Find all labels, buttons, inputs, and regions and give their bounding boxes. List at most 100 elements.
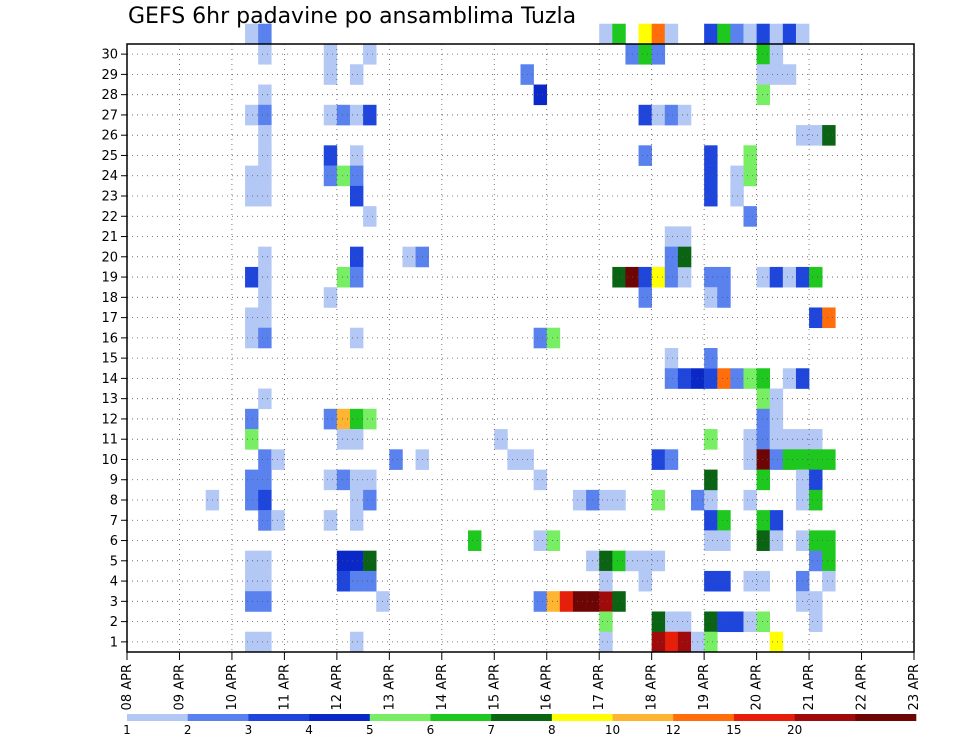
heatmap-cell — [782, 23, 797, 45]
heatmap-cell — [769, 510, 784, 531]
colorbar-label: 8 — [548, 723, 556, 737]
heatmap-cell — [756, 44, 771, 65]
heatmap-cell — [769, 44, 784, 65]
x-tick-label: 11 APR — [277, 664, 292, 710]
heatmap-cell — [704, 631, 718, 653]
heatmap-cell — [349, 489, 364, 511]
heatmap-cell — [704, 287, 718, 308]
heatmap-cell — [363, 570, 377, 592]
heatmap-cell — [651, 449, 666, 470]
heatmap-cell — [664, 226, 679, 247]
heatmap-cell — [323, 510, 338, 531]
heatmap-cell — [743, 165, 757, 187]
colorbar-label: 5 — [366, 723, 374, 737]
heatmap-cell — [717, 287, 731, 308]
y-tick-label: 2 — [110, 615, 118, 630]
colorbar-swatch — [491, 714, 553, 721]
heatmap-cell — [349, 64, 364, 85]
heatmap-cell — [258, 44, 272, 65]
heatmap-cell — [323, 44, 338, 65]
heatmap-cell — [349, 145, 364, 166]
heatmap-cell — [651, 550, 666, 572]
heatmap-cell — [677, 246, 692, 268]
heatmap-cell — [336, 429, 351, 450]
heatmap-cell — [245, 327, 259, 349]
heatmap-cell — [743, 570, 757, 592]
x-tick-label: 08 APR — [120, 664, 135, 710]
heatmap-cell — [245, 631, 259, 653]
heatmap-cell — [651, 266, 666, 288]
x-tick-label: 19 APR — [697, 664, 712, 710]
colorbar-swatch — [309, 714, 371, 721]
heatmap-cell — [599, 611, 613, 633]
heatmap-cell — [323, 287, 338, 308]
heatmap-cell — [533, 530, 548, 551]
heatmap-cell — [363, 550, 377, 572]
y-tick-label: 5 — [110, 554, 118, 569]
y-tick-label: 3 — [110, 595, 118, 610]
heatmap-cell — [769, 530, 784, 551]
y-tick-label: 17 — [101, 311, 118, 326]
plot-frame — [126, 43, 915, 653]
heatmap-cell — [651, 631, 666, 653]
heatmap-cell — [822, 550, 836, 572]
heatmap-cell — [245, 23, 259, 45]
heatmap-cell — [612, 550, 626, 572]
heatmap-cell — [704, 368, 718, 389]
heatmap-cell — [638, 44, 652, 65]
y-tick-label: 11 — [101, 433, 118, 448]
heatmap-cell — [258, 145, 272, 166]
x-tick-label: 21 APR — [802, 664, 817, 710]
y-tick-label: 15 — [101, 352, 118, 367]
colorbar-label: 10 — [605, 723, 620, 737]
y-tick-label: 7 — [110, 514, 118, 529]
heatmap-cell — [612, 23, 626, 45]
heatmap-cell — [651, 104, 666, 126]
heatmap-cell — [704, 165, 718, 187]
heatmap-cell — [769, 23, 784, 45]
colorbar-swatch — [127, 714, 188, 721]
heatmap-cell — [822, 449, 836, 470]
heatmap-cell — [782, 266, 797, 288]
heatmap-cell — [559, 591, 574, 612]
heatmap-cell — [769, 64, 784, 85]
heatmap-cell — [756, 408, 771, 430]
heatmap-cell — [349, 185, 364, 207]
heatmap-cell — [704, 570, 718, 592]
heatmap-cell — [664, 246, 679, 268]
heatmap-cell — [822, 307, 836, 329]
colorbar-label: 2 — [184, 723, 192, 737]
heatmap-cell — [717, 611, 731, 633]
heatmap-cell — [717, 510, 731, 531]
heatmap-cell — [651, 489, 666, 511]
heatmap-cell — [664, 449, 679, 470]
y-tick-label: 27 — [101, 108, 118, 123]
heatmap-cell — [809, 125, 823, 146]
heatmap-cell — [258, 631, 272, 653]
heatmap-cell — [756, 368, 771, 389]
heatmap-cell — [336, 266, 351, 288]
heatmap-cell — [245, 307, 259, 329]
heatmap-cell — [704, 266, 718, 288]
heatmap-cell — [599, 570, 613, 592]
y-tick-label: 19 — [101, 271, 118, 286]
heatmap-cell — [533, 591, 548, 612]
heatmap-cell — [743, 368, 757, 389]
heatmap-cell — [717, 570, 731, 592]
heatmap-cell — [389, 449, 403, 470]
heatmap-cell — [809, 591, 823, 612]
heatmap-cell — [638, 145, 652, 166]
y-tick-label: 18 — [101, 291, 118, 306]
heatmap-cell — [769, 631, 784, 653]
heatmap-cell — [258, 327, 272, 349]
heatmap-cell — [258, 84, 272, 106]
y-tick-label: 26 — [101, 129, 118, 144]
heatmap-cell — [599, 631, 613, 653]
heatmap-cell — [756, 84, 771, 106]
heatmap-cell — [546, 327, 561, 349]
x-tick-label: 17 APR — [592, 664, 607, 710]
heatmap-cell — [323, 469, 338, 491]
heatmap-cell — [743, 489, 757, 511]
y-tick-label: 6 — [110, 534, 118, 549]
heatmap-cell — [245, 591, 259, 612]
